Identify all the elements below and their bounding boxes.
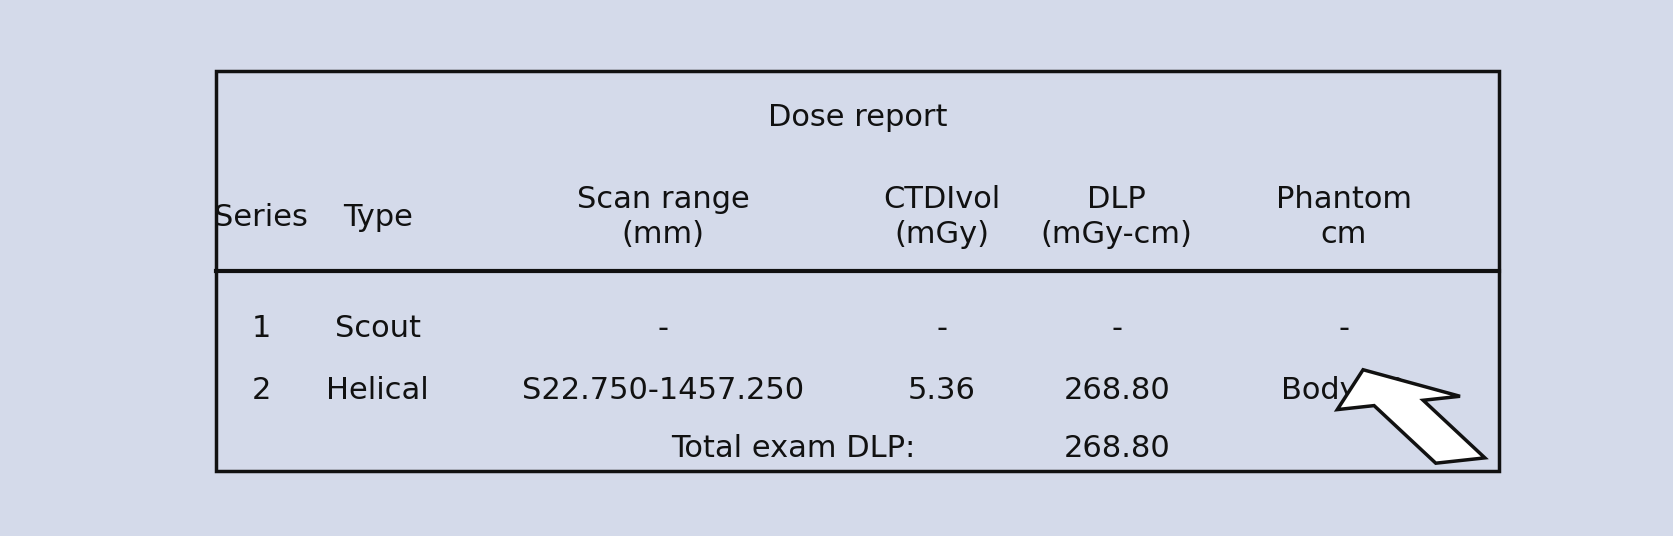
Text: Phantom
cm: Phantom cm	[1275, 184, 1412, 249]
Text: 268.80: 268.80	[1064, 434, 1169, 463]
Text: -: -	[1338, 314, 1348, 343]
Text: Body 32: Body 32	[1282, 376, 1407, 405]
FancyBboxPatch shape	[216, 71, 1499, 471]
Text: 2: 2	[251, 376, 271, 405]
Text: -: -	[937, 314, 947, 343]
Text: 1: 1	[251, 314, 271, 343]
Text: Scout: Scout	[335, 314, 420, 343]
Text: 268.80: 268.80	[1064, 376, 1169, 405]
FancyArrow shape	[1337, 370, 1486, 463]
Text: Scan range
(mm): Scan range (mm)	[577, 184, 750, 249]
Text: Series: Series	[214, 203, 308, 232]
Text: Helical: Helical	[326, 376, 428, 405]
Text: Type: Type	[343, 203, 413, 232]
Text: Dose report: Dose report	[768, 103, 947, 132]
Text: CTDIvol
(mGy): CTDIvol (mGy)	[883, 184, 1000, 249]
Text: -: -	[657, 314, 669, 343]
Text: DLP
(mGy-cm): DLP (mGy-cm)	[1041, 184, 1193, 249]
Text: -: -	[1111, 314, 1123, 343]
Text: S22.750-1457.250: S22.750-1457.250	[522, 376, 805, 405]
Text: Total exam DLP:: Total exam DLP:	[671, 434, 915, 463]
Text: 5.36: 5.36	[908, 376, 975, 405]
